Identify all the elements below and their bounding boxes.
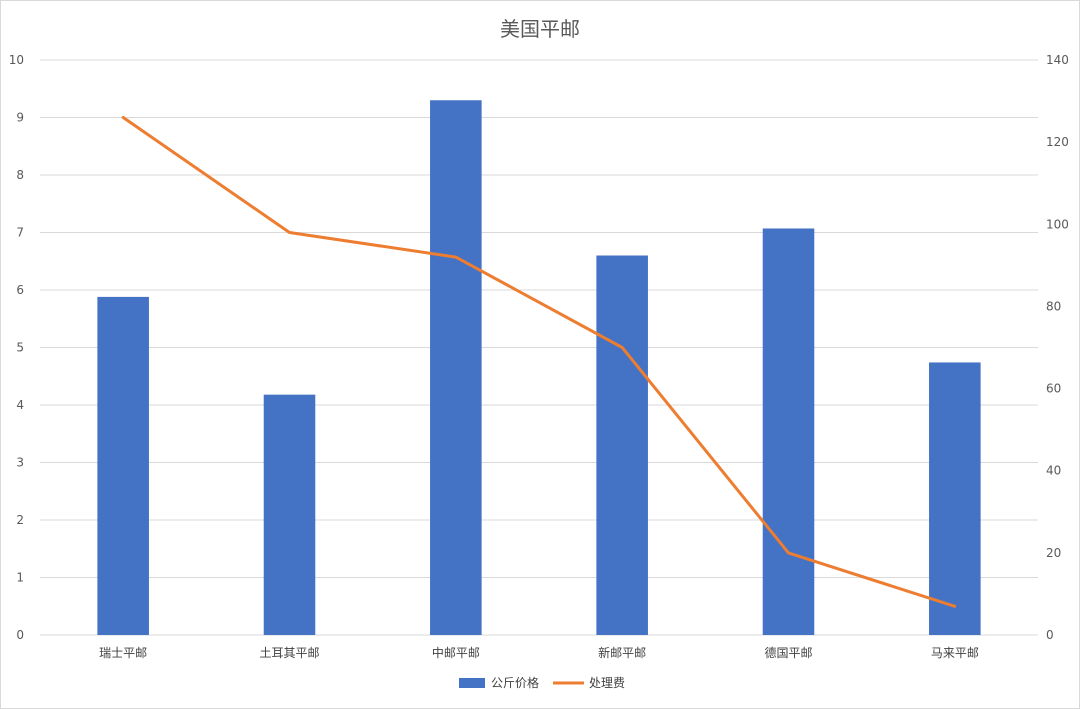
left-tick-label: 1 — [16, 571, 24, 585]
series-line — [121, 116, 957, 608]
right-tick-label: 120 — [1046, 135, 1069, 149]
right-tick-label: 80 — [1046, 299, 1061, 313]
right-tick-label: 40 — [1046, 464, 1061, 478]
left-tick-label: 0 — [16, 628, 24, 642]
left-tick-label: 8 — [16, 168, 24, 182]
category-label: 新邮平邮 — [598, 645, 646, 660]
category-label: 马来平邮 — [931, 646, 979, 660]
left-tick-label: 10 — [9, 53, 24, 67]
legend-label: 处理费 — [589, 676, 625, 690]
left-tick-label: 4 — [16, 398, 24, 412]
right-axis-ticks: 0 20 40 60 80 100 120 140 — [1046, 53, 1069, 642]
legend-label: 公斤价格 — [491, 675, 539, 690]
bar — [430, 100, 482, 635]
bar — [762, 228, 815, 635]
chart-title: 美国平邮 — [500, 17, 580, 41]
line-layer — [121, 116, 957, 608]
bars-layer — [97, 100, 981, 635]
right-tick-label: 140 — [1046, 53, 1069, 67]
left-tick-label: 6 — [16, 283, 24, 297]
category-labels: 瑞士平邮 土耳其平邮 中邮平邮 新邮平邮 德国平邮 马来平邮 — [99, 645, 979, 660]
category-label: 德国平邮 — [764, 645, 812, 660]
category-label: 中邮平邮 — [432, 645, 480, 660]
category-label: 土耳其平邮 — [259, 646, 319, 660]
bar — [263, 394, 316, 635]
left-tick-label: 2 — [16, 513, 24, 527]
right-tick-label: 100 — [1046, 217, 1069, 231]
grid-layer — [40, 59, 1038, 636]
legend-bar-swatch — [459, 678, 485, 688]
right-tick-label: 0 — [1046, 628, 1054, 642]
left-tick-label: 3 — [16, 456, 24, 470]
right-tick-label: 60 — [1046, 382, 1061, 396]
bar — [929, 362, 981, 635]
left-tick-label: 5 — [16, 341, 24, 355]
left-tick-label: 9 — [16, 111, 24, 125]
bar — [596, 255, 648, 635]
legend: 公斤价格 处理费 — [459, 675, 625, 690]
bar — [97, 296, 149, 635]
category-label: 瑞士平邮 — [99, 646, 147, 660]
left-tick-label: 7 — [16, 226, 24, 240]
right-tick-label: 20 — [1046, 546, 1061, 560]
left-axis-ticks: 0 1 2 3 4 5 6 7 8 9 10 — [9, 53, 24, 642]
